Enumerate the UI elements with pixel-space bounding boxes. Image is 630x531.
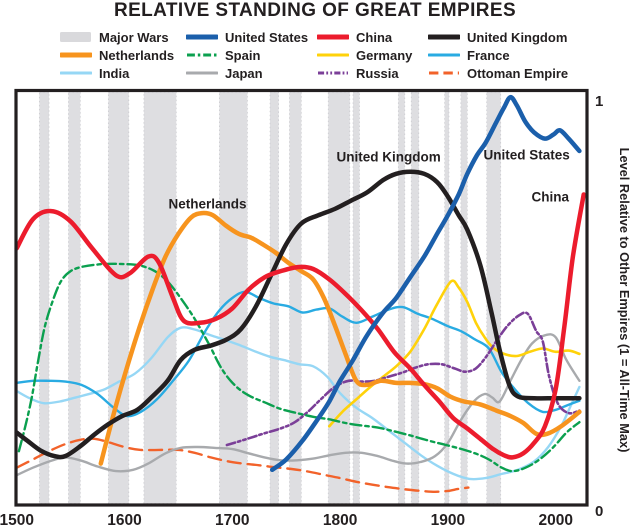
series-line-netherlands [98,210,582,466]
legend-label-major_wars: Major Wars [99,29,169,45]
legend-label-germany: Germany [356,47,413,63]
legend-swatch-us [186,34,218,40]
series-line-france [15,290,581,418]
legend-item-france: France [428,49,603,62]
legend-swatch-spain [187,53,217,57]
page-title: RELATIVE STANDING OF GREAT EMPIRES [113,0,517,21]
series-line-japan [15,333,581,477]
legend: Major Wars United States China United Kingd… [60,28,603,82]
series-line-ottoman [15,437,470,493]
x-axis-tick-label: 1500 [0,512,34,529]
y-axis-tick-label-min: 0 [595,503,603,520]
series-annotation-united-states: United States [483,148,569,163]
series-annotation-china: China [532,189,570,204]
y-axis-title: Level Relative to Other Empires (1 = All… [617,148,630,453]
legend-label-us: United States [225,29,309,45]
legend-item-ottoman: Ottoman Empire [428,67,603,80]
legend-item-major_wars: Major Wars [60,31,186,44]
series-annotation-netherlands: Netherlands [168,197,246,212]
series-line-spain [17,262,581,473]
war-band [269,91,280,504]
legend-swatch-germany [317,53,349,57]
legend-item-india: India [60,67,186,80]
legend-swatch-uk [428,34,460,40]
legend-item-netherlands: Netherlands [60,49,186,62]
series-line-china [14,192,586,460]
x-axis-tick-label: 1900 [431,512,465,529]
legend-item-china: China [317,31,428,44]
x-axis-tick-label: 1600 [107,512,141,529]
series-line-us [269,94,582,473]
legend-swatch-netherlands [60,52,92,58]
legend-label-japan: Japan [225,65,263,81]
legend-label-france: France [467,47,510,63]
series-line-russia [225,311,581,447]
legend-swatch-ottoman [429,71,459,75]
war-band [327,91,351,504]
legend-swatch-france [428,53,460,57]
y-axis-tick-label-max: 1 [595,93,603,110]
x-axis-tick-label: 2000 [538,512,572,529]
legend-label-russia: Russia [356,65,399,81]
plot-border [14,88,589,507]
series-line-germany [328,279,581,428]
legend-item-russia: Russia [317,67,428,80]
legend-label-uk: United Kingdom [467,29,568,45]
legend-item-uk: United Kingdom [428,31,603,44]
legend-label-spain: Spain [225,47,261,63]
legend-item-spain: Spain [186,49,317,62]
legend-item-germany: Germany [317,49,428,62]
war-band [410,91,420,504]
legend-label-ottoman: Ottoman Empire [467,65,569,81]
series-line-india [15,326,581,481]
legend-swatch-china [317,34,349,40]
legend-swatch-india [60,71,92,75]
series-annotation-united-kingdom: United Kingdom [336,149,440,164]
legend-swatch-russia [318,71,348,75]
war-band [444,91,450,504]
legend-label-netherlands: Netherlands [99,47,175,63]
legend-label-china: China [356,29,393,45]
legend-label-india: India [99,65,130,81]
legend-item-us: United States [186,31,317,44]
legend-swatch-major_wars [60,32,91,42]
legend-item-japan: Japan [186,67,317,80]
x-axis-tick-label: 1700 [215,512,249,529]
legend-swatch-japan [186,71,218,75]
war-band [107,91,130,504]
war-band [38,91,50,504]
series-line-uk [14,169,582,460]
x-axis-tick-label: 1800 [323,512,357,529]
